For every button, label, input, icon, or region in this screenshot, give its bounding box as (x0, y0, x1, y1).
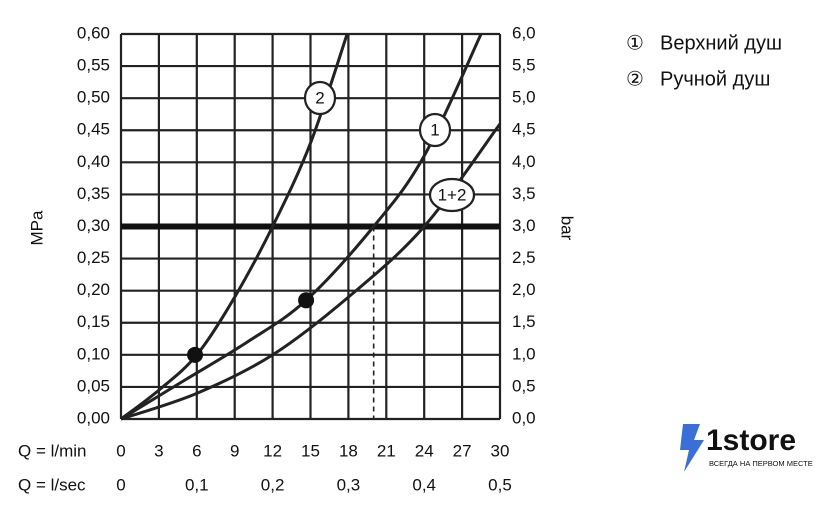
y-tick-label: 0,60 (77, 23, 110, 42)
legend-symbol: ② (626, 68, 644, 90)
brand-icon (680, 424, 704, 472)
x2-tick-label: 0,5 (488, 475, 512, 494)
x-tick-label: 24 (415, 441, 434, 460)
x2-tick-label: 0,1 (185, 475, 209, 494)
legend-symbol: ① (626, 32, 644, 54)
y2-tick-label: 2,5 (512, 248, 536, 267)
curve (120, 33, 483, 421)
y2-tick-label: 6,0 (512, 23, 536, 42)
y2-tick-label: 4,5 (512, 120, 536, 139)
y2-tick-label: 3,5 (512, 184, 536, 203)
y2-axis-label: bar (558, 216, 577, 241)
y2-tick-label: 5,0 (512, 88, 536, 107)
brand-name: 1store (706, 424, 796, 457)
y-tick-label: 0,00 (77, 408, 110, 427)
marker-dot (298, 292, 315, 309)
y-tick-label: 0,35 (77, 184, 110, 203)
x-tick-label: 0 (116, 441, 125, 460)
y-tick-label: 0,30 (77, 216, 110, 235)
curve-label-bubble (418, 112, 452, 148)
legend-text: Ручной душ (660, 68, 770, 90)
y2-tick-label: 1,0 (512, 344, 536, 363)
x-tick-label: 12 (263, 441, 282, 460)
y-tick-label: 0,15 (77, 312, 110, 331)
y2-tick-label: 1,5 (512, 312, 536, 331)
x-tick-label: 18 (339, 441, 358, 460)
y-tick-label: 0,45 (77, 120, 110, 139)
x2-tick-label: 0,4 (412, 475, 436, 494)
legend-text: Верхний душ (660, 32, 782, 54)
curve (120, 33, 349, 421)
curve-label: 1+2 (438, 185, 467, 204)
y-tick-label: 0,40 (77, 152, 110, 171)
y-axis-label: MPa (27, 210, 46, 246)
y-tick-label: 0,50 (77, 88, 110, 107)
curve-label-bubble (428, 177, 476, 213)
x-tick-label: 27 (453, 441, 472, 460)
x-tick-label: 30 (491, 441, 510, 460)
y-tick-label: 0,55 (77, 56, 110, 75)
y2-tick-label: 5,5 (512, 56, 536, 75)
x-tick-label: 21 (377, 441, 396, 460)
marker-dot (187, 346, 204, 363)
y-tick-label: 0,05 (77, 376, 110, 395)
x-axis-label: Q = l/min (18, 441, 87, 460)
y-tick-label: 0,20 (77, 280, 110, 299)
curve-label-bubble (303, 80, 337, 116)
x2-tick-label: 0,2 (261, 475, 285, 494)
brand-tagline: ВСЕГДА НА ПЕРВОМ МЕСТЕ (709, 459, 813, 468)
x2-tick-label: 0 (116, 475, 125, 494)
x-tick-label: 6 (192, 441, 201, 460)
y-tick-label: 0,10 (77, 344, 110, 363)
y2-tick-label: 2,0 (512, 280, 536, 299)
x2-axis-label: Q = l/sec (18, 475, 86, 494)
y2-tick-label: 3,0 (512, 216, 536, 235)
x2-tick-label: 0,3 (337, 475, 361, 494)
x-tick-label: 9 (230, 441, 239, 460)
x-tick-label: 15 (301, 441, 320, 460)
y2-tick-label: 0,0 (512, 408, 536, 427)
curve-label: 1 (430, 120, 439, 139)
y2-tick-label: 4,0 (512, 152, 536, 171)
curve-label: 2 (315, 88, 324, 107)
y2-tick-label: 0,5 (512, 376, 536, 395)
y-tick-label: 0,25 (77, 248, 110, 267)
x-tick-label: 3 (154, 441, 163, 460)
